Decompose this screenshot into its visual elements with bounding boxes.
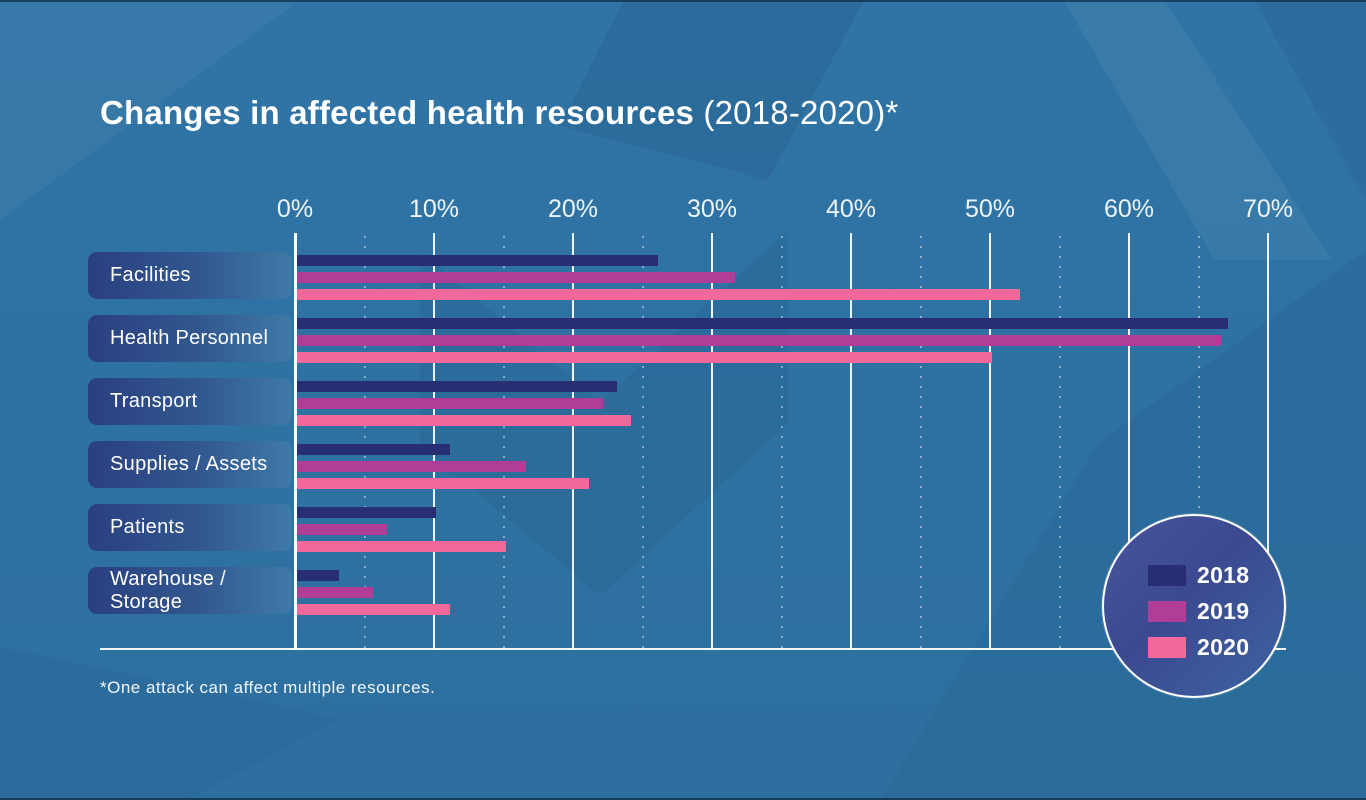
bar-2020 xyxy=(297,289,1020,300)
category-pill: Health Personnel xyxy=(88,315,292,362)
chart-title: Changes in affected health resources (20… xyxy=(100,94,898,132)
gridline-major xyxy=(294,233,297,650)
legend-row: 2019 xyxy=(1148,597,1250,624)
bar-2019 xyxy=(297,272,735,283)
bar-2020 xyxy=(297,541,506,552)
category-label: Supplies / Assets xyxy=(110,453,268,476)
x-axis-tick-label: 60% xyxy=(1103,195,1155,223)
bar-2020 xyxy=(297,415,631,426)
bar-2020 xyxy=(297,352,992,363)
gridline-minor xyxy=(780,236,783,648)
bar-2019 xyxy=(297,524,388,535)
gridline-minor xyxy=(363,236,366,648)
bar-2018 xyxy=(297,318,1229,329)
category-pill: Facilities xyxy=(88,252,292,299)
category-label: Health Personnel xyxy=(110,327,269,350)
category-label: Warehouse / Storage xyxy=(110,568,226,613)
gridline-major xyxy=(850,233,852,650)
x-axis-tick-label: 10% xyxy=(408,195,460,223)
gridline-minor xyxy=(641,236,644,648)
chart-title-years: (2018-2020)* xyxy=(703,94,899,131)
legend-items: 2018 2019 2020 xyxy=(1148,561,1250,672)
gridline-major xyxy=(711,233,713,650)
top-border xyxy=(0,0,1366,2)
bar-2018 xyxy=(297,444,450,455)
category-pill: Patients xyxy=(88,504,292,551)
x-axis-baseline xyxy=(100,648,1286,650)
gridline-major xyxy=(989,233,991,650)
legend-row: 2018 xyxy=(1148,561,1250,588)
gridline-major xyxy=(572,233,574,650)
bar-2018 xyxy=(297,570,339,581)
gridline-major xyxy=(433,233,435,650)
gridline-minor xyxy=(1058,236,1061,648)
legend-label: 2020 xyxy=(1197,633,1250,660)
category-label: Patients xyxy=(110,516,185,539)
bar-2019 xyxy=(297,461,527,472)
gridline-major xyxy=(1128,233,1130,650)
legend-swatch-2019 xyxy=(1148,600,1186,622)
gridline-minor xyxy=(502,236,505,648)
category-pill: Warehouse / Storage xyxy=(88,567,292,614)
bar-2018 xyxy=(297,507,436,518)
x-axis-tick-label: 30% xyxy=(686,195,738,223)
legend-label: 2018 xyxy=(1197,561,1250,588)
bottom-border xyxy=(0,798,1366,800)
legend-swatch-2018 xyxy=(1148,564,1186,586)
bar-2020 xyxy=(297,478,589,489)
x-axis-tick-label: 0% xyxy=(276,195,314,223)
footnote: *One attack can affect multiple resource… xyxy=(100,678,436,697)
bar-2018 xyxy=(297,381,617,392)
legend-label: 2019 xyxy=(1197,597,1250,624)
legend-swatch-2020 xyxy=(1148,636,1186,658)
legend-row: 2020 xyxy=(1148,633,1250,660)
category-pill: Transport xyxy=(88,378,292,425)
bar-2019 xyxy=(297,587,374,598)
gridline-minor xyxy=(919,236,922,648)
category-label: Facilities xyxy=(110,264,191,287)
bar-2020 xyxy=(297,604,450,615)
category-label: Transport xyxy=(110,390,198,413)
gridline-major xyxy=(1267,233,1269,650)
chart-title-main: Changes in affected health resources xyxy=(100,94,695,131)
bar-2019 xyxy=(297,335,1222,346)
bar-2018 xyxy=(297,255,659,266)
gridline-minor xyxy=(1197,236,1200,648)
x-axis-tick-label: 40% xyxy=(825,195,877,223)
x-axis-tick-label: 50% xyxy=(964,195,1016,223)
legend-circle: 2018 2019 2020 xyxy=(1102,514,1286,698)
category-pill: Supplies / Assets xyxy=(88,441,292,488)
x-axis-tick-label: 70% xyxy=(1242,195,1294,223)
bar-2019 xyxy=(297,398,603,409)
x-axis-tick-label: 20% xyxy=(547,195,599,223)
